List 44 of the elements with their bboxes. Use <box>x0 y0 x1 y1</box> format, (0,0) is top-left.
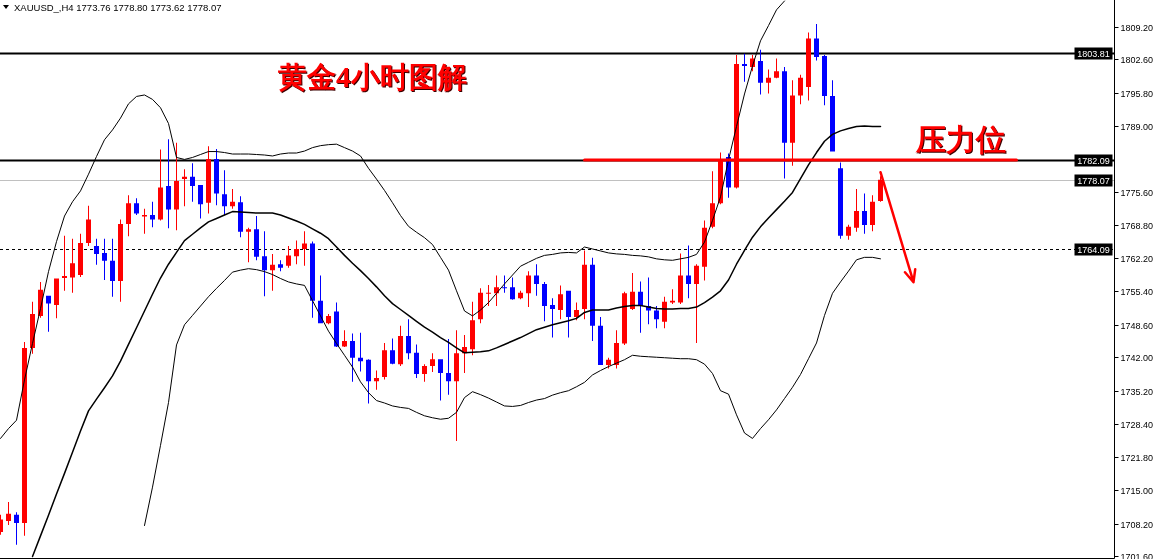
y-tick-label: 1721.80 <box>1120 452 1154 463</box>
y-tick-label: 1768.80 <box>1120 220 1154 231</box>
candlestick <box>182 169 187 207</box>
text: 黄金4小时图解 <box>277 61 467 93</box>
y-tick-label: 1708.20 <box>1120 519 1154 530</box>
candlestick <box>742 53 747 82</box>
candlestick <box>550 298 555 338</box>
candlestick <box>670 289 675 305</box>
y-tick-label: 1755.40 <box>1120 286 1154 297</box>
chart-subtitle: XAUUSD_,H4 1773.76 1778.80 1773.62 1778.07 <box>14 1 222 13</box>
y-tick-label: 1809.20 <box>1120 22 1154 33</box>
candlestick <box>46 295 51 332</box>
candlestick <box>774 58 779 79</box>
y-tick-label: 1742.00 <box>1120 352 1154 363</box>
ref-line-label: 1782.09 <box>1077 155 1110 166</box>
ref-line-label: 1778.07 <box>1077 175 1110 186</box>
line-series <box>144 256 881 527</box>
candlestick <box>358 332 363 372</box>
y-tick-label: 1802.60 <box>1120 54 1154 65</box>
annotation: 压力位 <box>914 122 1006 156</box>
candlestick <box>286 246 291 268</box>
candlestick <box>142 208 147 234</box>
y-tick-label: 1715.00 <box>1120 485 1154 496</box>
candlestick <box>278 260 283 272</box>
ref-line-label: 1764.09 <box>1077 244 1110 255</box>
candlestick <box>102 238 107 280</box>
candlestick <box>446 339 451 395</box>
candlestick <box>766 69 771 94</box>
y-tick-label: 1735.20 <box>1120 386 1154 397</box>
candlestick <box>62 235 67 291</box>
candlestick <box>134 198 139 216</box>
candlestick <box>246 227 251 263</box>
y-tick-label: 1789.00 <box>1120 121 1154 132</box>
y-tick-label: 1775.60 <box>1120 187 1154 198</box>
y-tick-label: 1795.80 <box>1120 88 1154 99</box>
candlestick <box>262 231 267 297</box>
candlestick <box>70 238 75 293</box>
y-tick-label: 1762.20 <box>1120 253 1154 264</box>
y-tick-label: 1748.60 <box>1120 320 1154 331</box>
y-tick-label: 1701.60 <box>1120 551 1154 559</box>
candlestick <box>486 284 491 307</box>
y-tick-label: 1728.40 <box>1120 419 1154 430</box>
candlestick <box>302 231 307 266</box>
ref-line-label: 1803.81 <box>1077 48 1110 59</box>
